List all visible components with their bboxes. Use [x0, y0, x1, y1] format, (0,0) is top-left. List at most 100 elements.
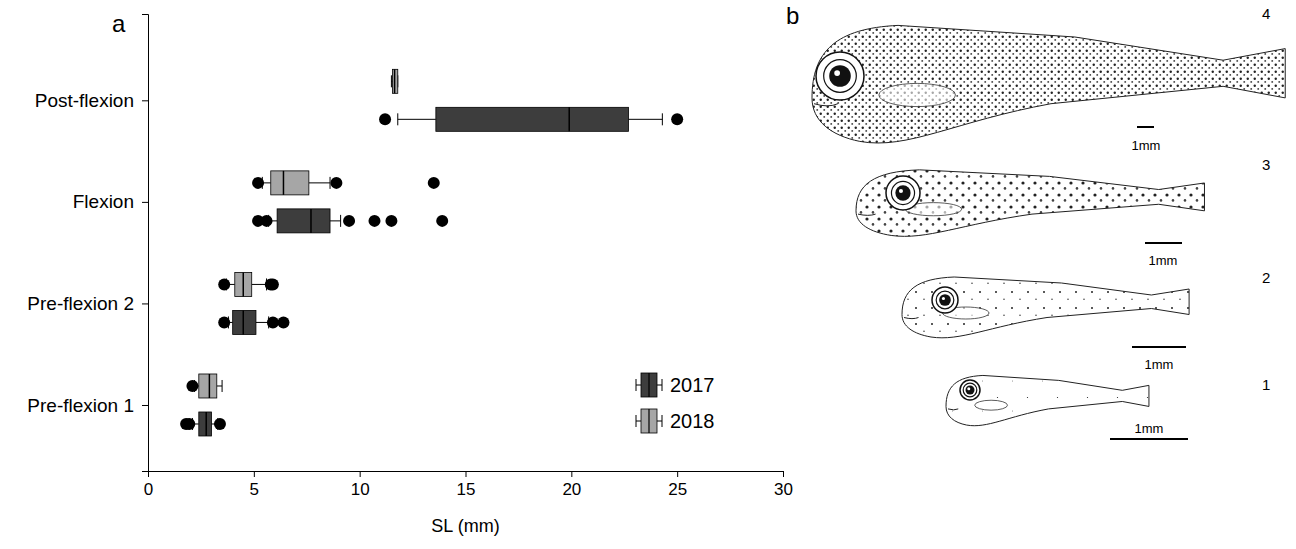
whisker [217, 385, 222, 386]
scale-bar-label: 1mm [1149, 253, 1178, 268]
outlier [277, 316, 289, 328]
legend-swatch [641, 409, 657, 433]
tick: 0 [144, 471, 153, 499]
stage-number: 3 [1262, 156, 1270, 173]
larva-eye-ring [824, 60, 857, 93]
tick: 30 [774, 471, 793, 499]
whisker [330, 220, 341, 221]
tick-label: 0 [144, 480, 153, 499]
scale-bar [1137, 126, 1154, 128]
larva-pupil [829, 65, 851, 87]
whisker [256, 322, 269, 323]
larva-eye-highlight [834, 70, 840, 76]
tick: Pre-flexion 1 [27, 395, 148, 416]
median [310, 209, 312, 233]
box [252, 171, 440, 195]
box-body [235, 272, 252, 296]
tick-mark [142, 100, 148, 101]
median [243, 272, 245, 296]
scale-bar-label: 1mm [1145, 357, 1174, 372]
legend-item: 2018 [636, 409, 715, 433]
larva-drawing: 2 1mm [902, 269, 1270, 371]
outlier [343, 215, 355, 227]
median [205, 412, 207, 436]
y-axis: Pre-flexion 1 Pre-flexion 2 Flexion Post-fl… [27, 15, 148, 472]
legend-label: 2018 [670, 410, 715, 432]
larva-fin [879, 83, 955, 106]
box [218, 272, 279, 296]
larva-body [812, 25, 1285, 143]
larva-pupil [895, 185, 910, 200]
box [379, 107, 683, 131]
outlier [267, 316, 279, 328]
tick-mark [677, 471, 678, 477]
axis-line [142, 15, 149, 472]
whisker-cap [397, 113, 398, 125]
larva-mouth [814, 104, 838, 106]
outlier [379, 113, 391, 125]
whisker [309, 182, 330, 183]
whisker [398, 119, 436, 120]
tick-label: Pre-flexion 1 [27, 395, 134, 416]
median [283, 171, 285, 195]
stage-number: 2 [1262, 269, 1270, 286]
legend: 2017 2018 [636, 373, 715, 433]
tick-label: Pre-flexion 2 [27, 293, 134, 314]
tick-mark [142, 202, 148, 203]
whisker-cap [340, 215, 341, 227]
outlier [267, 278, 279, 290]
larva-body [946, 375, 1149, 425]
series [186, 69, 439, 398]
box-body [392, 69, 397, 93]
tick-label: Post-flexion [35, 90, 134, 111]
larva-body [902, 277, 1189, 338]
tick-mark [783, 471, 784, 477]
larva-eye-highlight [899, 189, 903, 193]
panel-label: a [112, 10, 126, 37]
tick-mark [142, 405, 148, 406]
panel-label: b [786, 2, 799, 29]
outlier [428, 177, 440, 189]
tick: 10 [351, 471, 370, 499]
larva-body [856, 170, 1204, 237]
outlier [186, 380, 198, 392]
whisker [252, 284, 267, 285]
outlier [436, 215, 448, 227]
whisker [628, 119, 662, 120]
tick-label: 10 [351, 480, 370, 499]
figure: 051015202530Pre-flexion 1Pre-flexion 2Fl… [0, 0, 1296, 549]
box [186, 374, 222, 398]
larva-drawing: 11mm [946, 375, 1270, 439]
legend-median [648, 373, 649, 397]
x-axis: 051015202530 [144, 471, 793, 499]
median [209, 374, 211, 398]
box [252, 209, 448, 233]
box-body [277, 209, 330, 233]
box [218, 310, 289, 334]
tick: 5 [250, 471, 259, 499]
tick: 15 [457, 471, 476, 499]
box-body [233, 310, 256, 334]
larva-pupil [939, 294, 951, 306]
scale-bar-label: 1mm [1132, 138, 1161, 153]
tick: Post-flexion [35, 90, 148, 111]
tick-label: 15 [457, 480, 476, 499]
outlier [385, 215, 397, 227]
whisker-cap [662, 113, 663, 125]
legend-label: 2017 [670, 374, 715, 396]
tick-mark [571, 471, 572, 477]
larva-eye-ring [963, 383, 977, 397]
box-body [199, 374, 217, 398]
outlier [214, 418, 226, 430]
tick-label: 25 [668, 480, 687, 499]
tick-mark [142, 303, 148, 304]
median [394, 69, 396, 93]
axis-line [149, 472, 784, 478]
tick-label: 5 [250, 480, 259, 499]
whisker-cap [391, 75, 392, 87]
tick-label: Flexion [73, 191, 134, 212]
box-body [436, 107, 629, 131]
stage-number: 4 [1262, 5, 1270, 22]
tick-mark [360, 471, 361, 477]
box-body [271, 171, 309, 195]
